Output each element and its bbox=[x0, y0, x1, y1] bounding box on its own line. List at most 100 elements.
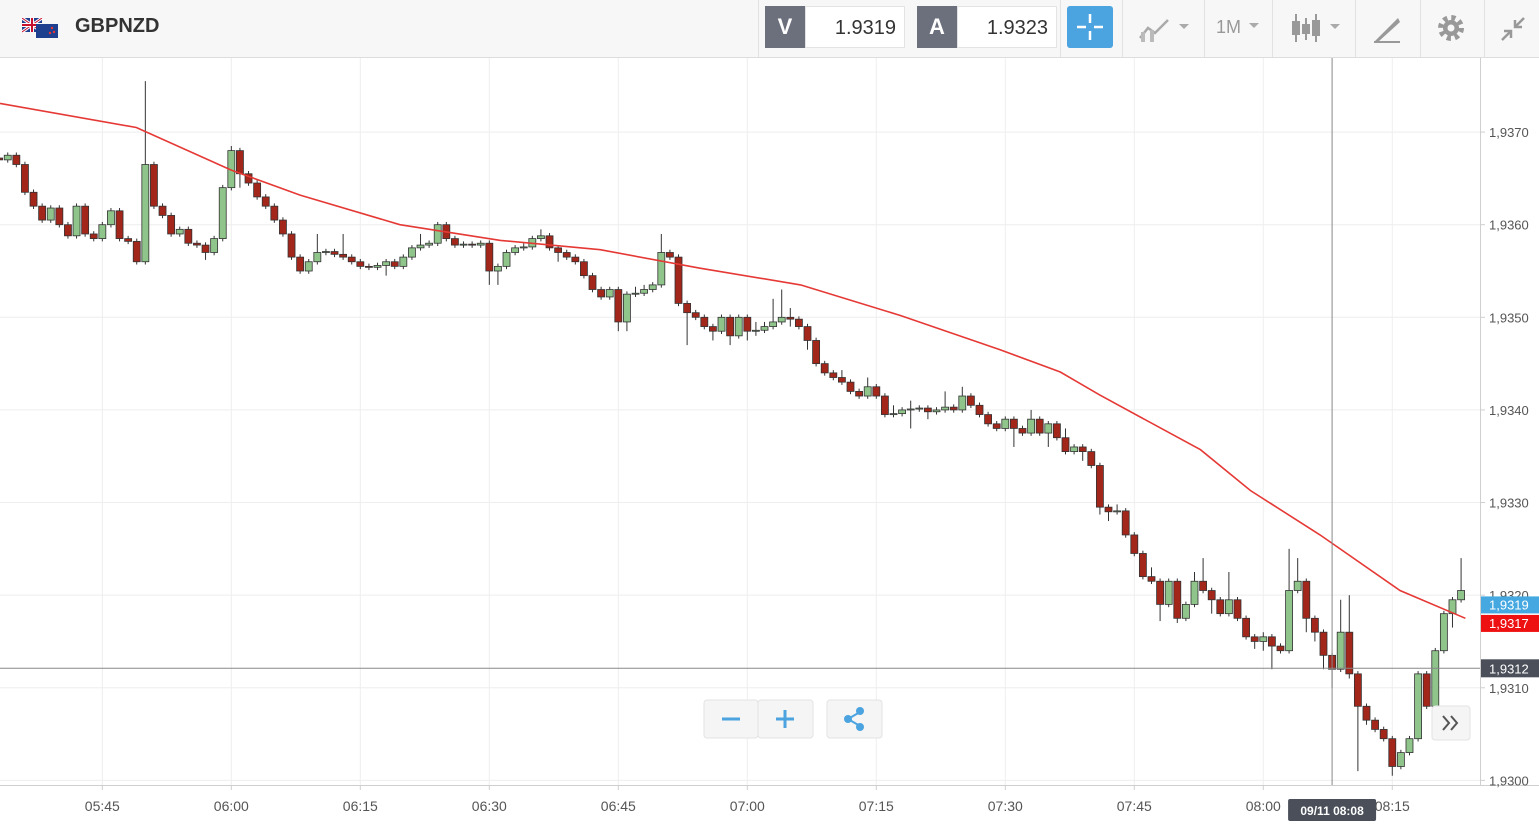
symbol: GBPNZD bbox=[75, 15, 160, 37]
candle-body bbox=[769, 321, 778, 327]
candle-body bbox=[1371, 719, 1379, 730]
candle-body bbox=[674, 256, 683, 304]
candle-body bbox=[1078, 446, 1087, 452]
candle-body bbox=[597, 289, 606, 298]
candle-body bbox=[1336, 631, 1345, 670]
candle-body bbox=[451, 238, 459, 246]
candle-body bbox=[1439, 613, 1448, 652]
candle-body bbox=[1388, 738, 1397, 767]
candle-body bbox=[1345, 631, 1354, 675]
draw-tools-button[interactable] bbox=[1372, 14, 1402, 44]
candle-style-button[interactable] bbox=[1290, 12, 1346, 44]
candle-body bbox=[330, 251, 339, 255]
candle-body bbox=[915, 407, 924, 410]
zoom-controls bbox=[703, 699, 1471, 741]
candle-body bbox=[167, 215, 176, 235]
y-tick-label: 1,9340 bbox=[1489, 403, 1529, 418]
candle-body bbox=[1173, 580, 1182, 619]
candle-body bbox=[218, 187, 227, 239]
candle-body bbox=[1431, 650, 1440, 707]
candle-body bbox=[1362, 705, 1371, 721]
dropdown-arrow bbox=[1249, 23, 1259, 28]
scroll-right-button[interactable] bbox=[1431, 705, 1471, 741]
flag-icon bbox=[22, 18, 58, 38]
candle-body bbox=[1061, 437, 1070, 452]
chart-type-button[interactable] bbox=[1138, 14, 1194, 44]
candle-body bbox=[519, 246, 528, 249]
candle-body bbox=[1396, 752, 1405, 767]
share-icon bbox=[844, 707, 864, 731]
moving-average bbox=[0, 102, 1466, 620]
separator bbox=[1484, 0, 1485, 57]
collapse-button[interactable] bbox=[1498, 14, 1528, 44]
bid-price: 1.9319 bbox=[805, 6, 905, 48]
candle-body bbox=[554, 247, 563, 253]
candle-body bbox=[38, 205, 47, 221]
candles bbox=[0, 81, 1466, 776]
share-button[interactable] bbox=[826, 699, 883, 739]
separator bbox=[1122, 0, 1123, 57]
separator bbox=[1272, 0, 1273, 57]
candle-body bbox=[141, 164, 150, 263]
y-tick-label: 1,9350 bbox=[1489, 310, 1529, 325]
y-tick-label: 1,9360 bbox=[1489, 218, 1529, 233]
price-tag-label: 1,9319 bbox=[1489, 597, 1529, 612]
candle-body bbox=[614, 289, 623, 323]
candle-body bbox=[468, 243, 477, 246]
candle-body bbox=[158, 205, 167, 216]
candle-body bbox=[98, 224, 107, 239]
candle-body bbox=[1001, 418, 1010, 429]
candle-body bbox=[132, 240, 141, 263]
candle-body bbox=[889, 413, 898, 416]
candle-body bbox=[0, 157, 4, 161]
candle-body bbox=[1276, 645, 1285, 652]
candle-body bbox=[941, 406, 950, 411]
candle-body bbox=[1147, 576, 1156, 582]
candle-body bbox=[571, 256, 580, 263]
candle-body bbox=[906, 408, 915, 411]
y-tick-label: 1,9310 bbox=[1489, 681, 1529, 696]
settings-button[interactable] bbox=[1436, 13, 1466, 43]
candle-body bbox=[253, 182, 262, 198]
toolbar: GBPNZD V 1.9319 A 1.9323 1M bbox=[0, 0, 1539, 58]
candle-body bbox=[760, 326, 769, 331]
plus-icon bbox=[776, 710, 794, 728]
candle-body bbox=[1250, 636, 1259, 642]
candle-body bbox=[356, 261, 365, 267]
candle-body bbox=[81, 205, 90, 235]
candle-body bbox=[545, 235, 554, 249]
candle-body bbox=[580, 261, 588, 277]
crosshair-time-tag bbox=[1288, 799, 1377, 821]
separator bbox=[758, 0, 759, 57]
candle-body bbox=[846, 381, 855, 392]
candle-body bbox=[1181, 604, 1190, 619]
candle-body bbox=[631, 292, 640, 295]
x-tick-label: 06:15 bbox=[343, 798, 378, 814]
candle-body bbox=[304, 261, 313, 272]
crosshair-button[interactable] bbox=[1067, 6, 1113, 48]
candle-body bbox=[21, 164, 29, 193]
candle-body bbox=[1319, 631, 1328, 656]
candle-body bbox=[89, 233, 98, 239]
timeframe[interactable]: 1M bbox=[1216, 17, 1242, 37]
x-tick-label: 07:15 bbox=[859, 798, 894, 814]
candle-body bbox=[829, 372, 838, 378]
candle-body bbox=[1113, 510, 1121, 513]
candle-body bbox=[72, 205, 81, 237]
candle-body bbox=[924, 407, 932, 413]
candle-body bbox=[1009, 418, 1018, 429]
candle-body bbox=[485, 242, 494, 272]
candle-body bbox=[992, 423, 1001, 429]
candle-body bbox=[1044, 423, 1053, 434]
candle-body bbox=[459, 243, 468, 246]
candle-body bbox=[932, 409, 941, 413]
candle-body bbox=[777, 316, 786, 323]
candle-body bbox=[12, 154, 21, 165]
x-tick-label: 07:30 bbox=[988, 798, 1023, 814]
x-tick-label: 08:00 bbox=[1246, 798, 1281, 814]
candle-body bbox=[511, 247, 520, 253]
candle-body bbox=[339, 253, 348, 258]
candle-body bbox=[46, 207, 55, 221]
bid-label: V bbox=[765, 6, 805, 48]
ask-label: A bbox=[917, 6, 957, 48]
